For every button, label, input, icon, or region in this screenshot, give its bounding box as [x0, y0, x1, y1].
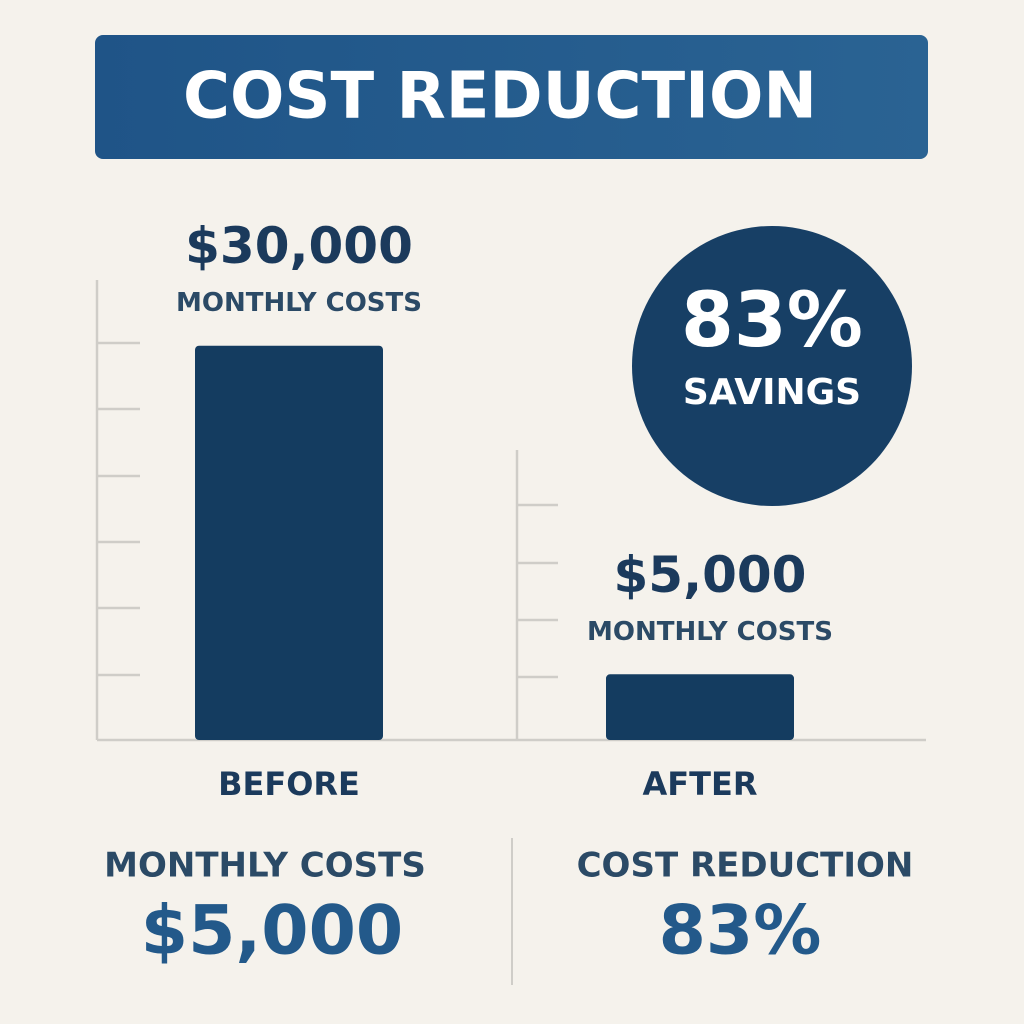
stat-label: MONTHLY COSTS — [104, 846, 426, 886]
badge-value: 83% — [681, 275, 863, 364]
title-banner — [95, 35, 928, 159]
chart-title: COST REDUCTION — [183, 60, 817, 134]
bar — [606, 674, 794, 740]
badge-caption: SAVINGS — [683, 372, 861, 413]
axes — [95, 280, 926, 742]
stat-value: 83% — [659, 892, 822, 971]
stat-label: COST REDUCTION — [577, 846, 914, 886]
savings-badge — [632, 226, 912, 506]
bar — [195, 345, 383, 740]
x-tick-label: AFTER — [643, 765, 758, 803]
stat-value: $5,000 — [141, 892, 403, 971]
bar-caption: MONTHLY COSTS — [587, 617, 833, 647]
x-tick-label: BEFORE — [218, 765, 360, 803]
bar-caption: MONTHLY COSTS — [176, 288, 422, 318]
value-label: $30,000 — [185, 217, 413, 275]
value-label: $5,000 — [614, 546, 807, 604]
